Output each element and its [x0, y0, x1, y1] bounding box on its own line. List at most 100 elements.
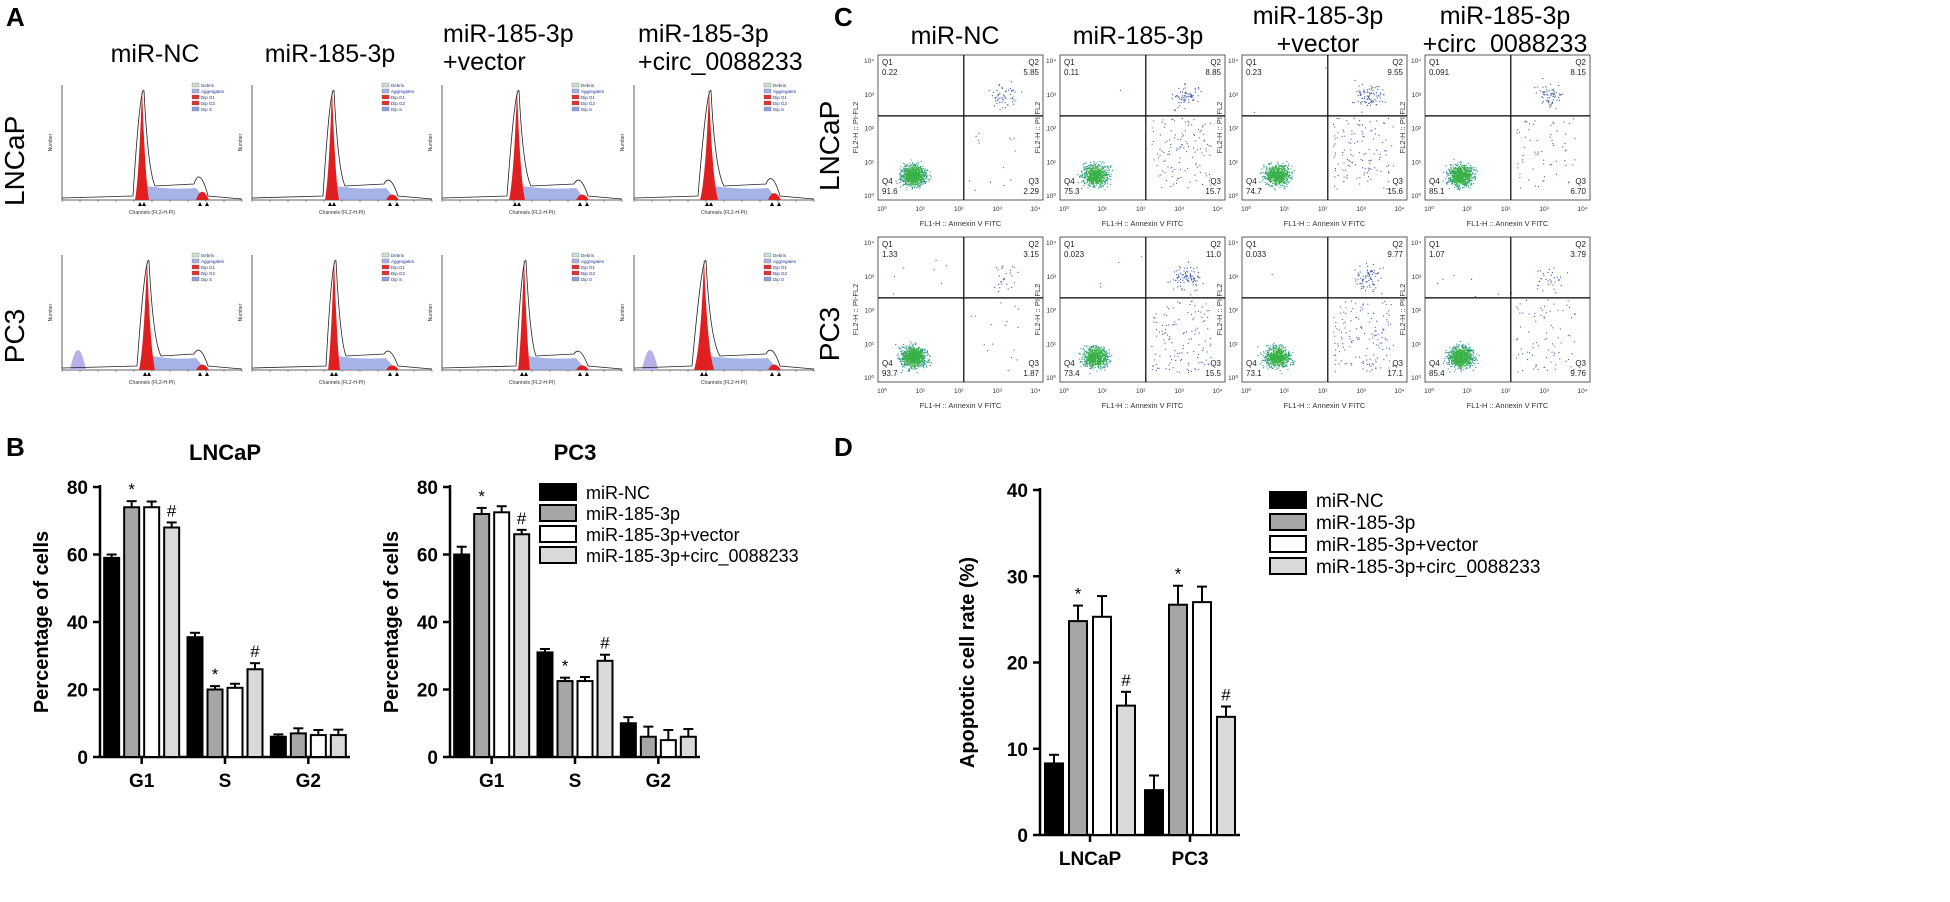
flow-x-tick: 10⁰: [1059, 205, 1069, 213]
flow-dot: [1094, 163, 1096, 165]
flow-dot: [1334, 185, 1336, 187]
flow-dot: [1270, 170, 1272, 172]
flow-dot: [909, 362, 911, 364]
flow-dot: [1362, 133, 1364, 135]
flow-dot: [918, 359, 920, 361]
flow-dot: [921, 173, 923, 175]
flow-dot: [1265, 172, 1267, 174]
flow-dot: [1102, 177, 1104, 179]
flow-x-tick: 10³: [1356, 206, 1366, 213]
flow-dot: [1283, 177, 1285, 179]
flow-dot: [1189, 92, 1191, 94]
histogram-legend-label: Dip S: [391, 277, 402, 282]
flow-dot: [907, 364, 909, 366]
flow-dot: [918, 363, 920, 365]
flow-dot: [913, 172, 915, 174]
flow-dot: [920, 170, 922, 172]
flow-dot: [1341, 135, 1343, 137]
flow-dot: [913, 366, 915, 368]
flow-dot: [917, 177, 919, 179]
histogram-marker: [334, 372, 338, 376]
flow-dot: [917, 161, 919, 163]
flow-dot: [1448, 173, 1450, 175]
histogram-marker: [770, 202, 774, 206]
flow-dot: [1468, 180, 1470, 182]
flow-dot: [910, 359, 912, 361]
flow-dot: [1284, 167, 1286, 169]
flow-dot: [912, 347, 914, 349]
flow-dot: [1090, 172, 1092, 174]
flow-plot-lncap-3: Q10.091Q28.15Q36.70Q485.110⁰10⁰10¹10¹10²…: [1398, 54, 1591, 228]
flow-dot: [1375, 92, 1377, 94]
flow-dot: [1268, 171, 1270, 173]
flow-dot: [1185, 95, 1187, 97]
flow-dot: [1284, 178, 1286, 180]
flow-dot: [1193, 98, 1195, 100]
flow-dot: [1546, 89, 1548, 91]
flow-dot: [904, 363, 906, 365]
flow-dot: [1388, 188, 1390, 190]
bar-mir-185-3p: [123, 506, 141, 758]
flow-dot: [1547, 94, 1549, 96]
flow-dot: [1453, 170, 1455, 172]
flow-dot: [928, 359, 930, 361]
flow-q2-name: Q2: [1028, 58, 1039, 67]
flow-dot: [1280, 171, 1282, 173]
flow-dot: [910, 347, 912, 349]
flow-dot: [1206, 143, 1208, 145]
flow-dot: [1382, 89, 1384, 91]
flow-dot: [1453, 175, 1455, 177]
flow-dot: [1463, 179, 1465, 181]
flow-dot: [1467, 174, 1469, 176]
flow-dot: [1090, 168, 1092, 170]
flow-q4-name: Q4: [1064, 177, 1075, 186]
flow-dot: [915, 175, 917, 177]
flow-dot: [1467, 172, 1469, 174]
flow-q1-name: Q1: [1064, 58, 1075, 67]
flow-dot: [912, 181, 914, 183]
flow-dot: [1194, 88, 1196, 90]
flow-dot: [1517, 163, 1519, 165]
histogram-subg1-area: [70, 350, 86, 370]
flow-dot: [1449, 176, 1451, 178]
flow-dot: [1368, 102, 1370, 104]
flow-y-tick: 10⁰: [1411, 192, 1421, 200]
flow-dot: [911, 188, 913, 190]
histogram-s-phase-area: [332, 186, 396, 200]
legend-label: miR-185-3p+vector: [1316, 535, 1479, 556]
flow-dot: [918, 352, 920, 354]
histogram-marker: [705, 202, 709, 206]
flow-dot: [1452, 165, 1454, 167]
flow-dot: [1099, 183, 1101, 185]
flow-dot: [1550, 95, 1552, 97]
panel-letter-a: A: [6, 2, 25, 32]
flow-dot: [922, 165, 924, 167]
flow-dot: [903, 363, 905, 365]
histogram-legend-label: Dip G2: [391, 271, 406, 276]
flow-dot: [1100, 173, 1102, 175]
flow-dot: [1110, 176, 1112, 178]
histogram-outline: [61, 90, 243, 200]
flow-dot: [1532, 168, 1534, 170]
flow-dot: [1549, 106, 1551, 108]
histogram-legend-label: Dip S: [201, 277, 212, 282]
flow-y-tick: 10⁰: [864, 192, 874, 200]
flow-dot: [1276, 161, 1278, 163]
flow-dot: [1208, 145, 1210, 147]
flow-dot: [1091, 168, 1093, 170]
flow-dot: [1550, 104, 1552, 106]
flow-dot: [1470, 171, 1472, 173]
flow-dot: [1180, 91, 1182, 93]
flow-dot: [1542, 91, 1544, 93]
histogram-legend-label: Dip G1: [773, 95, 788, 100]
flow-dot: [906, 354, 908, 356]
flow-dot: [1358, 85, 1360, 87]
flow-dot: [1098, 168, 1100, 170]
flow-dot: [1093, 180, 1095, 182]
flow-dot: [1151, 143, 1153, 145]
legend-label: miR-NC: [1316, 491, 1384, 512]
flow-dot: [1470, 175, 1472, 177]
flow-dot: [1105, 174, 1107, 176]
flow-dot: [903, 168, 905, 170]
flow-dot: [1279, 178, 1281, 180]
